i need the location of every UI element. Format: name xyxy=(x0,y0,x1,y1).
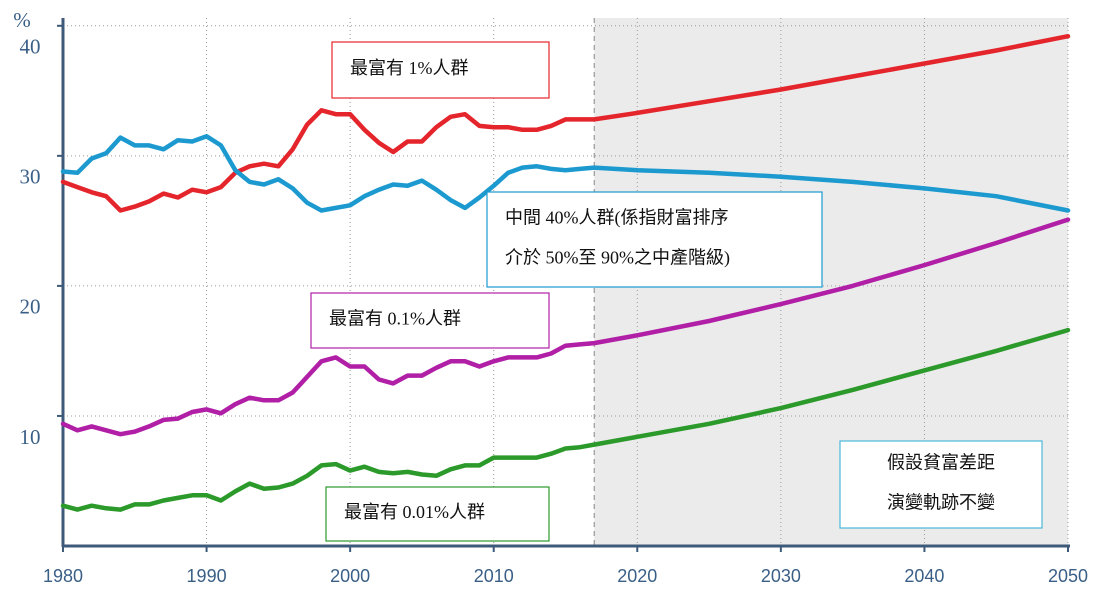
y-tick-label: 10 xyxy=(20,425,41,449)
y-tick-label: 30 xyxy=(20,165,41,189)
series-line xyxy=(60,327,1071,512)
annotation-text: 最富有 0.01%人群 xyxy=(344,502,485,522)
annotation-box xyxy=(310,292,550,349)
x-tick-label: 1980 xyxy=(43,566,83,586)
annotation-text: 演變軌跡不變 xyxy=(887,493,995,513)
annotation-box xyxy=(839,440,1043,529)
annotation-text: 假設貧富差距 xyxy=(887,453,995,473)
x-tick-label: 2020 xyxy=(617,566,657,586)
series-line xyxy=(60,33,1071,213)
x-tick-label: 1990 xyxy=(187,566,227,586)
annotation-box xyxy=(486,191,823,288)
y-unit: % xyxy=(13,8,31,32)
annotation-text: 最富有 0.1%人群 xyxy=(329,309,461,329)
x-tick-label: 2030 xyxy=(761,566,801,586)
annotation-text: 介於 50%至 90%之中產階級) xyxy=(505,248,730,269)
annotation-box xyxy=(325,486,550,542)
x-tick-label: 2000 xyxy=(330,566,370,586)
annotation-box xyxy=(331,41,550,99)
y-tick-label: 20 xyxy=(20,295,41,319)
series-line xyxy=(60,134,1071,213)
y-tick-label: 40 xyxy=(20,35,41,59)
annotation-text: 最富有 1%人群 xyxy=(350,58,469,78)
x-tick-label: 2050 xyxy=(1048,566,1088,586)
x-tick-label: 2040 xyxy=(904,566,944,586)
series-line xyxy=(60,217,1071,437)
x-tick-label: 2010 xyxy=(474,566,514,586)
annotation-text: 中間 40%人群(係指財富排序 xyxy=(505,208,729,229)
